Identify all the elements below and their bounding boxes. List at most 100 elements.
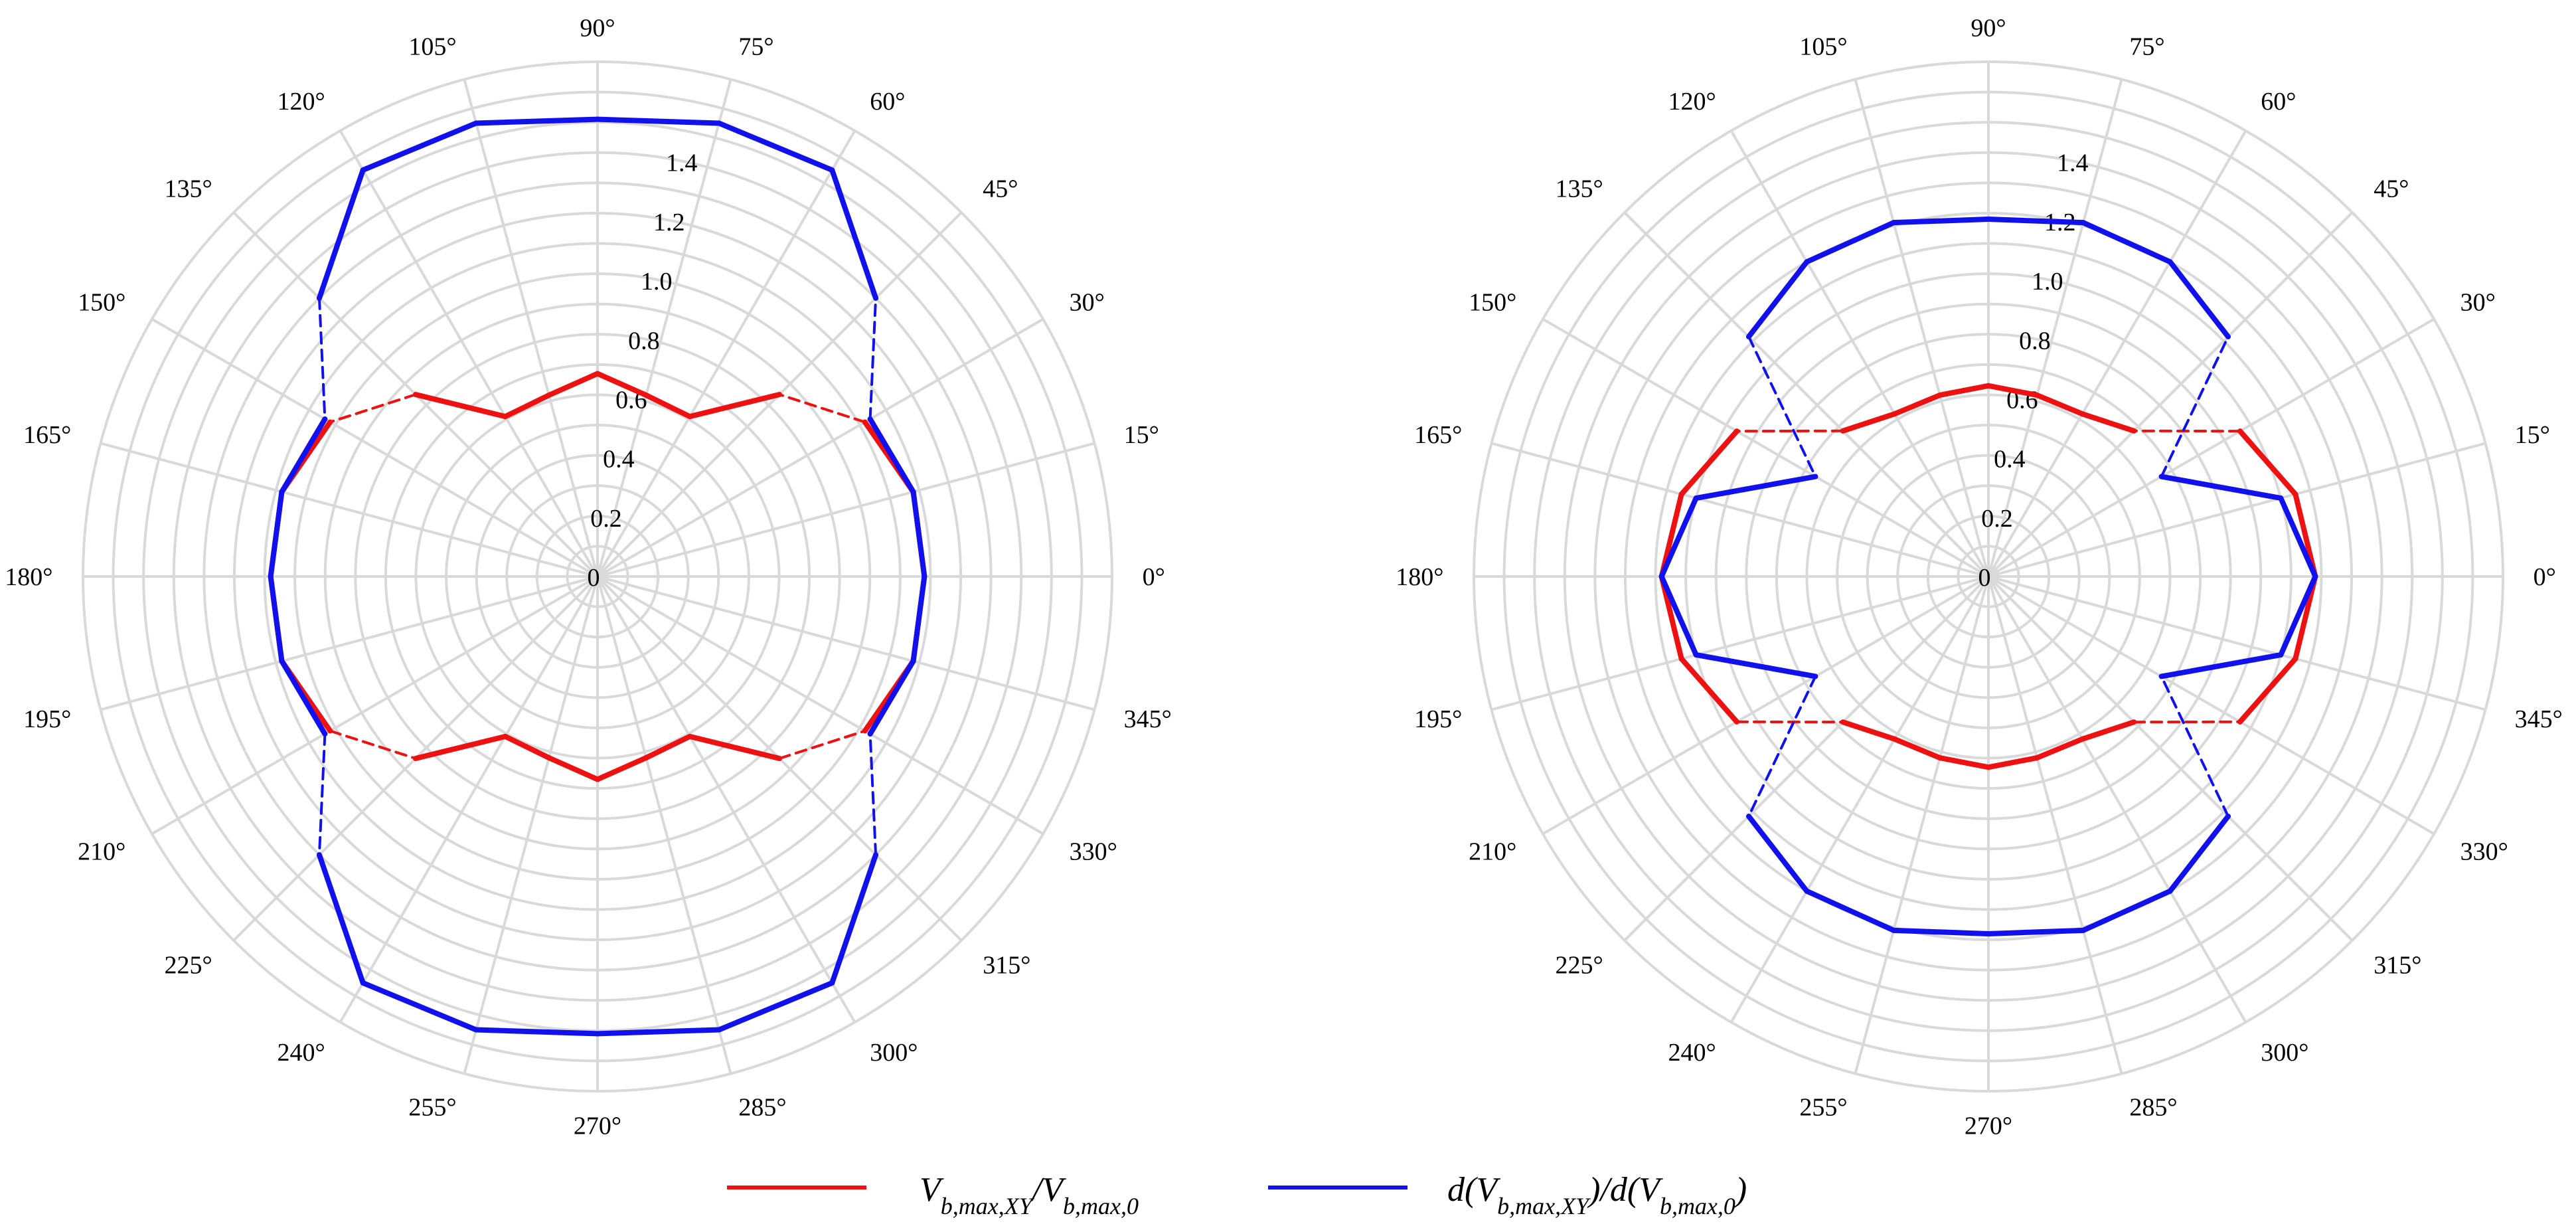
grid-spoke: [597, 575, 1095, 711]
polar-chart-right: 0° 15° 30° 45° 60° 75° 90° 105° 120° 135° 150° 165°…: [1396, 14, 2563, 1140]
grid-spoke: [596, 317, 1044, 578]
angle-tick-label: 30°: [2460, 289, 2496, 317]
series-segment: [716, 120, 835, 173]
radial-tick-label: 0.4: [1994, 446, 2026, 474]
series-segment: [1891, 927, 1991, 936]
radial-tick-label: 0.4: [603, 446, 635, 474]
series-segment: [412, 391, 508, 420]
angle-tick-label: 120°: [278, 88, 325, 116]
series-segment: [910, 489, 927, 579]
grid-spoke: [1987, 317, 2435, 578]
series-segment: [2167, 814, 2231, 894]
angle-labels: 0° 15° 30° 45° 60° 75° 90° 105° 120° 135° 150° 165°…: [1396, 14, 2563, 1140]
series-segment: [687, 391, 783, 420]
angle-tick-label: 210°: [1469, 837, 1516, 865]
angle-tick-label: 225°: [165, 951, 212, 979]
angle-tick-label: 330°: [1070, 837, 1117, 865]
series-segment: [2237, 428, 2298, 497]
series-segment: [268, 489, 285, 579]
angle-tick-label: 330°: [2460, 837, 2508, 865]
series-segment: [2158, 474, 2284, 501]
series-segment: [1891, 217, 1991, 226]
angle-tick-label: 90°: [1971, 14, 2006, 42]
radial-tick-label: 0.2: [590, 505, 622, 533]
grid-spoke: [1542, 317, 1990, 578]
series-segment: [316, 167, 366, 301]
series-segment: [1678, 428, 1739, 497]
series-segment: [1658, 574, 1699, 658]
grid-spoke: [596, 576, 732, 1075]
grid-spoke: [1987, 575, 2435, 836]
angle-tick-label: 285°: [2129, 1093, 2177, 1121]
angle-tick-label: 135°: [1556, 175, 1603, 203]
radial-tick-label: 0.2: [1981, 505, 2013, 533]
angle-tick-label: 315°: [983, 951, 1030, 979]
angle-tick-label: 60°: [870, 88, 905, 116]
series-segment: [1658, 495, 1699, 579]
grid-spoke: [1854, 78, 1990, 577]
angle-tick-label: 135°: [165, 175, 212, 203]
series-segment: [829, 167, 879, 301]
grid-spoke: [1623, 575, 1990, 942]
angle-tick-label: 255°: [408, 1093, 456, 1121]
angle-tick-label: 105°: [408, 33, 456, 61]
grid-spoke: [151, 575, 598, 836]
angle-tick-label: 345°: [2515, 705, 2563, 733]
series-segment: [546, 755, 600, 782]
series-segment: [317, 733, 327, 857]
polar-grid: [1473, 60, 2504, 1093]
grid-spoke: [463, 78, 599, 577]
series-segment: [1693, 474, 1818, 501]
grid-spoke: [463, 576, 599, 1075]
grid-spoke: [596, 130, 856, 577]
series-segment: [1986, 217, 2086, 226]
series-segment: [329, 729, 417, 760]
series-segment: [2034, 736, 2085, 761]
angle-tick-label: 150°: [78, 289, 125, 317]
grid-spoke: [596, 78, 732, 577]
series-blue: [268, 116, 927, 1037]
radial-tick-label: 1.4: [666, 149, 698, 177]
series-segment: [2034, 392, 2085, 417]
grid-spoke: [1987, 576, 2123, 1075]
series-blue: [1658, 217, 2318, 936]
polar-chart-left: 0° 15° 30° 45° 60° 75° 90° 105° 120° 135° 150° 165°…: [5, 14, 1172, 1140]
series-segment: [2080, 220, 2173, 265]
series-segment: [868, 733, 878, 857]
series-segment: [778, 729, 866, 760]
grid-spoke: [1490, 442, 1989, 578]
legend-label-blue: d(Vb,max,XY)/d(Vb,max,0): [1447, 1171, 1747, 1219]
series-segment: [1693, 652, 1818, 679]
grid-spoke: [1730, 130, 1990, 577]
series-segment: [1986, 755, 2040, 770]
series-segment: [1747, 675, 1817, 818]
series-segment: [643, 733, 693, 761]
angle-tick-label: 165°: [23, 421, 71, 449]
series-segment: [643, 392, 693, 420]
angle-tick-label: 270°: [1965, 1112, 2012, 1140]
grid-spoke: [1490, 575, 1989, 711]
series-segment: [268, 574, 285, 664]
series-segment: [1745, 259, 1810, 339]
angle-tick-label: 150°: [1469, 289, 1516, 317]
series-segment: [1986, 383, 2040, 398]
angle-tick-label: 120°: [1668, 88, 1716, 116]
series-segment: [1804, 888, 1897, 933]
angle-tick-label: 30°: [1070, 289, 1105, 317]
series-segment: [595, 116, 722, 126]
angle-tick-label: 300°: [870, 1039, 918, 1067]
grid-spoke: [1987, 211, 2354, 578]
grid-spoke: [1730, 575, 1990, 1023]
series-segment: [595, 1027, 722, 1037]
series-segment: [1937, 383, 1991, 398]
angle-tick-label: 180°: [1396, 563, 1443, 591]
grid-spoke: [100, 575, 598, 711]
angle-tick-label: 15°: [1124, 421, 1159, 449]
series-segment: [502, 733, 552, 761]
series-segment: [360, 120, 479, 173]
series-segment: [279, 658, 328, 737]
angle-tick-label: 15°: [2515, 421, 2550, 449]
angle-tick-label: 315°: [2374, 951, 2421, 979]
series-segment: [2237, 656, 2298, 725]
